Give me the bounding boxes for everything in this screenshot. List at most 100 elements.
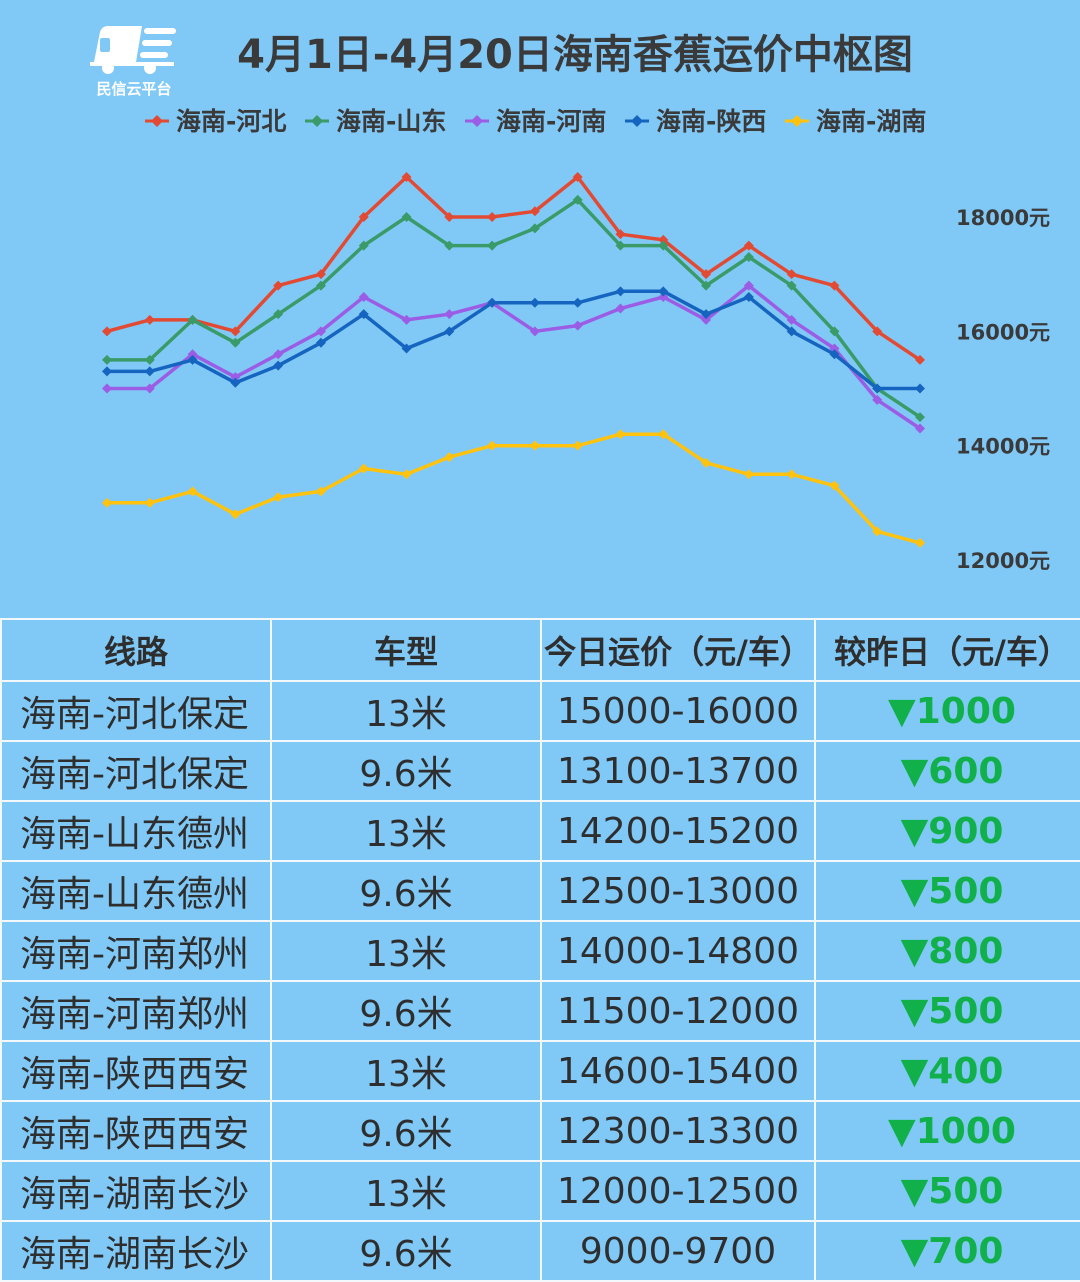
data-point (658, 286, 669, 297)
change-cell: ▼400 (814, 1040, 1080, 1102)
vehicle-cell: 9.6米 (270, 980, 542, 1042)
change-cell: ▼800 (814, 920, 1080, 982)
legend-label: 海南-河北 (176, 107, 286, 136)
change-cell: ▼1000 (814, 1100, 1080, 1162)
table-row: 海南-山东德州 9.6米 12500-13000 ▼500 (0, 860, 1080, 922)
data-point (187, 354, 198, 365)
data-point (444, 212, 455, 222)
data-point (743, 240, 754, 251)
data-point (829, 480, 840, 491)
logo-text: 民信云平台 (96, 80, 172, 98)
data-point (615, 303, 626, 314)
data-point (315, 269, 326, 280)
data-point (358, 240, 369, 251)
legend-label: 海南-湖南 (816, 107, 926, 136)
vehicle-cell: 9.6米 (270, 740, 542, 802)
table-row: 海南-陕西西安 13米 14600-15400 ▼400 (0, 1040, 1080, 1102)
data-point (358, 212, 369, 222)
data-point (144, 366, 155, 377)
chart-legend: 海南-河北 海南-山东 海南-河南 海南-陕西 海南-湖南 (145, 107, 926, 136)
y-tick-label: 14000元 (956, 435, 1050, 459)
data-point (572, 297, 583, 308)
table-row: 海南-河北保定 9.6米 13100-13700 ▼600 (0, 740, 1080, 802)
legend-item: 海南-陕西 (625, 107, 766, 136)
series-points (102, 171, 925, 548)
series-line (107, 289, 920, 391)
legend-label: 海南-陕西 (656, 107, 766, 136)
price-cell: 12300-13300 (540, 1100, 816, 1162)
data-point (102, 383, 112, 394)
data-point (572, 440, 583, 451)
route-cell: 海南-山东德州 (0, 860, 272, 922)
data-point (658, 429, 669, 440)
data-point (915, 423, 925, 434)
legend-item: 海南-湖南 (785, 107, 926, 136)
vehicle-cell: 9.6米 (270, 1220, 542, 1282)
data-point (658, 292, 669, 303)
legend-label: 海南-山东 (336, 107, 446, 136)
data-point (230, 326, 241, 337)
vehicle-cell: 9.6米 (270, 1100, 542, 1162)
legend-marker (631, 115, 643, 127)
table-header-row: 线路 车型 今日运价（元/车） 较昨日（元/车） (0, 618, 1080, 682)
table-row: 海南-湖南长沙 9.6米 9000-9700 ▼700 (0, 1220, 1080, 1282)
price-cell: 14000-14800 (540, 920, 816, 982)
change-cell: ▼500 (814, 860, 1080, 922)
table-row: 海南-河南郑州 9.6米 11500-12000 ▼500 (0, 980, 1080, 1042)
table-row: 海南-山东德州 13米 14200-15200 ▼900 (0, 800, 1080, 862)
chart-panel: 民信云平台 4月1日-4月20日海南香蕉运价中枢图 海南-河北 海南-山东 海南-河… (0, 0, 1080, 618)
table-body: 海南-河北保定 13米 15000-16000 ▼1000 海南-河北保定 9.6米 131… (0, 680, 1080, 1282)
data-point (615, 429, 626, 440)
data-point (401, 469, 412, 480)
data-point (572, 194, 583, 205)
data-point (701, 280, 712, 291)
legend-marker (151, 115, 163, 127)
vehicle-cell: 13米 (270, 800, 542, 862)
change-cell: ▼600 (814, 740, 1080, 802)
series-line (106, 175, 921, 362)
data-point (615, 240, 626, 251)
data-point (358, 309, 369, 320)
data-point (102, 366, 112, 377)
data-point (230, 377, 241, 388)
data-point (615, 229, 626, 240)
vehicle-cell: 9.6米 (270, 860, 542, 922)
data-point (829, 280, 840, 291)
data-point (786, 314, 797, 325)
data-point (529, 206, 540, 217)
data-point (701, 457, 712, 468)
vehicle-cell: 13米 (270, 920, 542, 982)
vehicle-cell: 13米 (270, 1160, 542, 1222)
data-point (273, 492, 284, 503)
y-axis-labels: 18000元 16000元 14000元 12000元 (956, 206, 1050, 573)
data-point (701, 309, 712, 320)
data-point (230, 509, 241, 520)
data-point (786, 280, 797, 291)
route-cell: 海南-河南郑州 (0, 920, 272, 982)
data-point (872, 383, 883, 394)
data-point (144, 383, 155, 394)
price-cell: 12500-13000 (540, 860, 816, 922)
legend-item: 海南-河南 (465, 107, 606, 136)
data-point (701, 269, 712, 280)
price-cell: 12000-12500 (540, 1160, 816, 1222)
data-point (872, 326, 883, 337)
data-point (273, 349, 284, 360)
data-point (315, 326, 326, 337)
data-point (615, 286, 626, 297)
series-lines (106, 175, 921, 545)
data-point (144, 314, 155, 325)
data-point (829, 349, 840, 360)
legend-item: 海南-山东 (305, 107, 446, 136)
route-cell: 海南-河北保定 (0, 680, 272, 742)
data-point (444, 309, 455, 320)
data-point (743, 292, 754, 303)
data-point (572, 320, 583, 331)
legend-marker (311, 115, 323, 127)
line-chart: 海南-河北 海南-山东 海南-河南 海南-陕西 海南-湖南 18000元 16000元 14… (102, 107, 1050, 573)
data-point (872, 394, 883, 405)
data-point (487, 212, 498, 222)
series-line (107, 198, 921, 419)
header-route: 线路 (0, 618, 272, 682)
